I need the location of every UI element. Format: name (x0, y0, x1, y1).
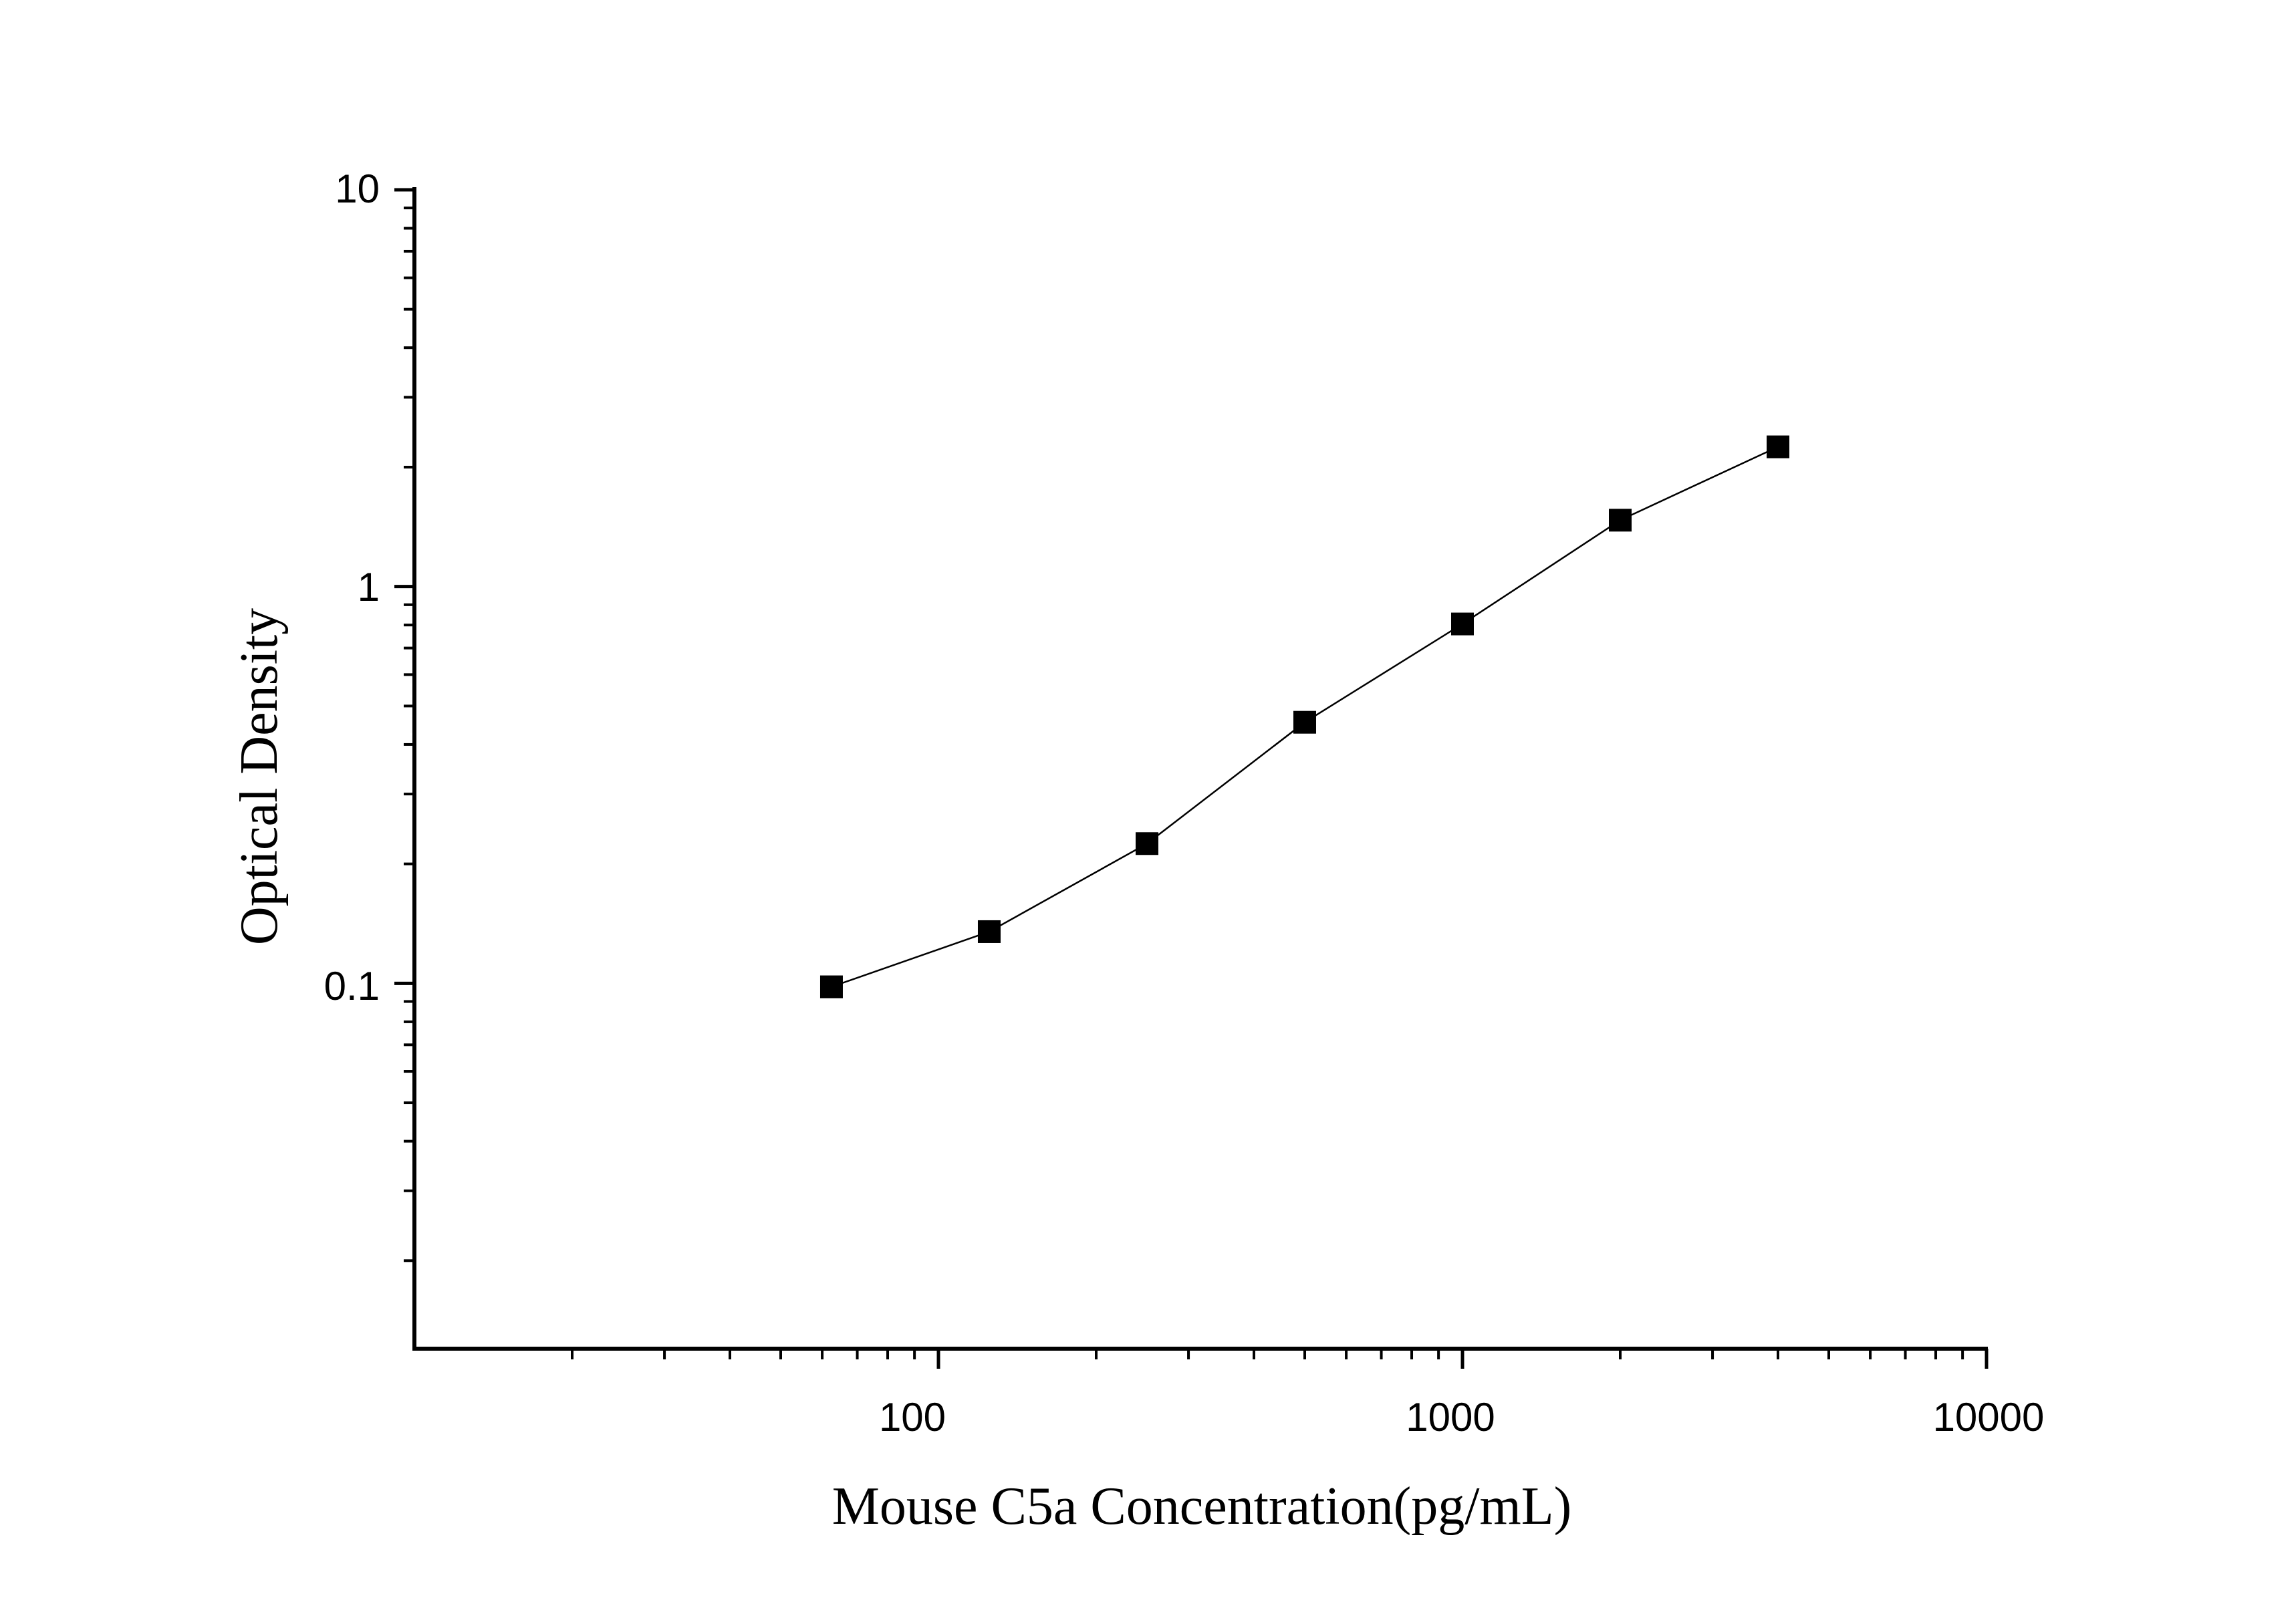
y-tick-label-0.1: 0.1 (324, 964, 380, 1009)
data-point (1609, 509, 1632, 532)
x-axis-title: Mouse C5a Concentration(pg/mL) (832, 1477, 1571, 1536)
x-tick-label-1000: 1000 (1406, 1395, 1495, 1440)
y-axis-title: Optical Density (230, 608, 289, 945)
x-tick-label-100: 100 (879, 1395, 946, 1440)
series-markers (819, 435, 1790, 998)
y-axis-major-ticks (394, 188, 414, 985)
data-point (1293, 710, 1316, 734)
series-line-group (819, 435, 1790, 998)
x-tick-label-10000: 10000 (1933, 1395, 2045, 1440)
x-axis-major-ticks (936, 1349, 1989, 1369)
data-point (977, 920, 1001, 943)
y-tick-label-10: 10 (335, 166, 380, 211)
data-point (1135, 832, 1158, 855)
data-point (819, 975, 843, 998)
data-point (1767, 435, 1790, 458)
data-point (1451, 612, 1474, 636)
y-tick-label-1: 1 (358, 565, 380, 610)
